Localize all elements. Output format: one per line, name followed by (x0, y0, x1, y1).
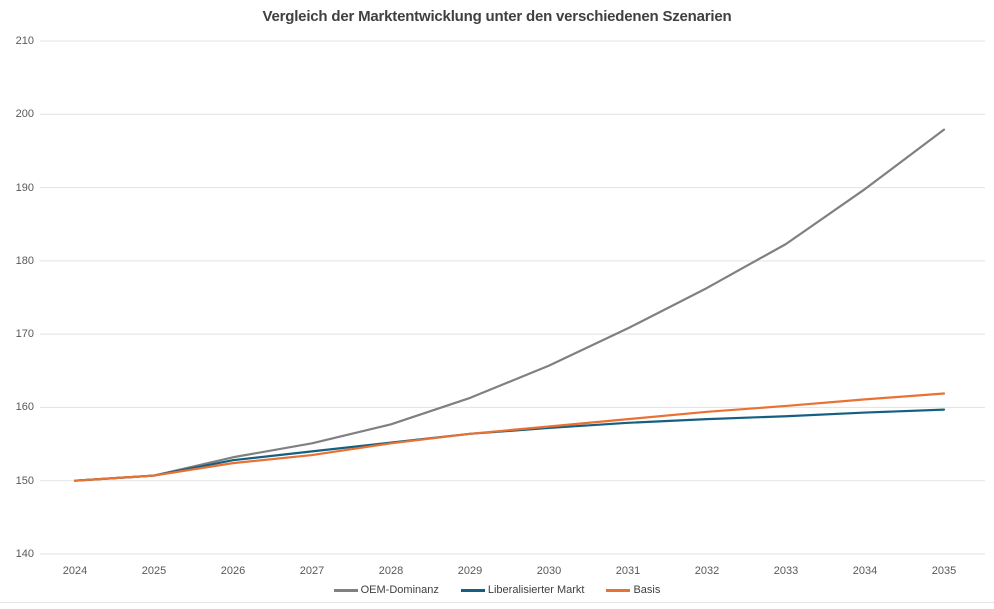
x-axis-tick-label: 2032 (694, 565, 720, 577)
chart-frame-bottom-border (0, 602, 994, 603)
legend-label: OEM-Dominanz (360, 584, 439, 596)
legend-line-swatch (460, 588, 485, 592)
y-axis-tick-label: 140 (15, 548, 34, 560)
y-axis-tick-label: 160 (15, 401, 34, 414)
y-axis-tick-label: 200 (15, 108, 34, 121)
legend-item: Basis (606, 584, 660, 596)
x-axis-tick-label: 2031 (615, 565, 641, 577)
x-axis-tick-label: 2024 (62, 565, 88, 577)
series-line-liberalisierter-markt (73, 408, 946, 482)
legend-label: Basis (633, 584, 661, 596)
x-axis-tick-label: 2028 (378, 565, 404, 577)
y-axis-tick-label: 170 (15, 328, 34, 341)
chart-title: Vergleich der Marktentwicklung unter den… (262, 8, 732, 25)
x-axis-tick-label: 2030 (536, 565, 562, 577)
legend-item: OEM-Dominanz (333, 584, 439, 596)
x-axis-tick-label: 2027 (299, 565, 325, 577)
x-axis-tick-label: 2033 (773, 565, 799, 577)
x-axis-tick-label: 2025 (141, 565, 167, 577)
series-line-basis (73, 392, 946, 482)
y-axis-tick-label: 180 (15, 254, 34, 267)
legend-line-swatch (333, 588, 358, 592)
legend-label: Liberalisierter Markt (487, 584, 585, 596)
legend: OEM-Dominanz Liberalisierter Markt Basis (0, 584, 994, 596)
legend-item: Liberalisierter Markt (460, 584, 585, 596)
y-axis-tick-label: 190 (15, 181, 34, 194)
y-axis-tick-label: 210 (15, 35, 34, 47)
x-axis-tick-label: 2035 (931, 565, 957, 577)
y-axis-tick-label: 150 (15, 474, 34, 487)
x-axis-tick-label: 2029 (457, 565, 483, 577)
legend-line-swatch (606, 588, 631, 592)
series-line-oem-dominanz (73, 128, 946, 482)
x-axis-tick-label: 2026 (220, 565, 246, 577)
x-axis-tick-label: 2034 (852, 565, 878, 577)
